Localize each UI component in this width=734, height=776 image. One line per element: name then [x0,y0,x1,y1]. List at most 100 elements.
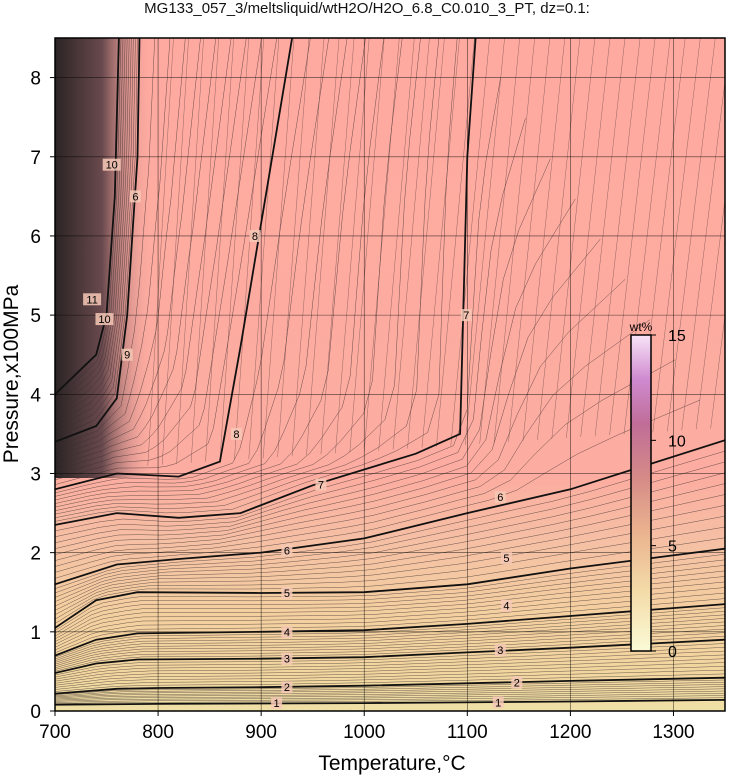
minor-contour [55,614,725,662]
minor-contour [55,559,725,634]
minor-contour [479,38,520,444]
minor-contour [609,38,656,436]
contour-label-bg [494,644,506,657]
grid-lines [55,38,725,711]
contour-label-text: 3 [497,645,503,657]
minor-contour [450,38,490,446]
contour-label: 2 [511,676,523,689]
minor-contour [55,38,232,471]
minor-contour [349,38,385,453]
contour-label: 9 [121,348,133,362]
x-tick-label: 700 [39,722,71,743]
minor-contour [161,38,189,465]
contour-label: 6 [494,491,506,504]
minor-contour [55,38,458,522]
minor-contour [55,625,725,667]
contour-8 [55,38,293,491]
plot-area [55,38,725,711]
contour-label-bg [315,478,327,491]
minor-contour [55,695,725,703]
contour-label-bg [281,625,293,638]
x-tick-label: 800 [142,722,174,743]
colorbar-ticks: 0 5 10 15 [651,328,686,661]
minor-contour [363,38,400,452]
minor-contour [55,38,366,504]
contour-label: 8 [230,427,242,441]
y-tick-label: 2 [30,544,41,565]
minor-contour [55,38,247,476]
minor-contour [55,690,725,701]
minor-contour [55,38,421,515]
y-axis-label: Pressure,x100MPa [0,284,23,463]
minor-contour [55,526,725,620]
contour-label: 10 [95,313,114,326]
contour-label-text: 2 [284,682,290,694]
minor-contour [55,697,725,704]
contour-label-bg [460,309,472,322]
minor-contour [566,38,611,439]
minor-contour [55,669,725,690]
minor-contour [55,679,725,695]
minor-contour [580,38,626,438]
colorbar-unit: wt% [629,320,653,334]
contour-label-bg [249,229,261,242]
colorbar: wt% 0 5 10 15 [629,320,686,661]
minor-contour [55,38,186,457]
contour-label-text: 11 [86,294,97,306]
contour-label-bg [271,697,283,710]
minor-contour [55,553,725,631]
contour-label-bg [281,652,293,665]
minor-contour [55,38,330,497]
minor-contour [55,38,348,501]
contour-label: 4 [500,599,512,613]
minor-contour [55,198,576,549]
contour-7 [55,38,477,526]
minor-contour [55,38,171,452]
minor-contour [55,38,278,485]
minor-contour [55,666,725,688]
minor-contour [55,158,551,544]
contour-9 [55,38,141,443]
minor-contour [55,38,262,481]
minor-contour [277,38,310,458]
contour-label-bg [83,293,102,306]
contour-label: 2 [281,681,293,694]
minor-contour [55,118,526,538]
minor-contour [234,38,265,460]
y-axis-ticks: 0 1 2 3 4 5 6 7 8 [30,69,55,723]
minor-contour [55,598,725,654]
y-tick-label: 3 [30,464,41,485]
contour-label-text: 4 [284,627,290,639]
minor-contour [55,565,725,637]
contour-label: 11 [83,293,102,306]
minor-contour [55,673,725,692]
contour-label-text: 1 [495,697,501,709]
minor-contour [436,38,475,447]
minor-contour [55,621,725,665]
contour-label: 8 [249,229,261,243]
minor-contour [55,494,725,607]
minor-contour [55,632,725,670]
contour-label-text: 8 [233,429,239,441]
contour-label-text: 8 [252,231,258,243]
minor-contour [335,38,370,454]
minor-contour [695,198,725,430]
minor-contour [55,450,725,589]
minor-contour [55,38,201,462]
contour-label: 3 [281,652,293,666]
minor-contour [55,359,676,573]
minor-contour [681,79,725,431]
minor-contour [55,693,725,702]
contour-label-text: 6 [497,492,503,504]
contour-5 [55,547,725,629]
minor-contour [55,647,725,678]
minor-contour [55,607,725,658]
colorbar-tick-label: 0 [668,644,677,661]
minor-contour [667,38,716,432]
minor-contour [378,38,415,451]
minor-contour [176,38,204,464]
colorbar-tick-label: 5 [668,539,677,556]
minor-contour [55,587,725,648]
contour-label-text: 7 [463,310,469,322]
minor-contour [306,38,340,456]
